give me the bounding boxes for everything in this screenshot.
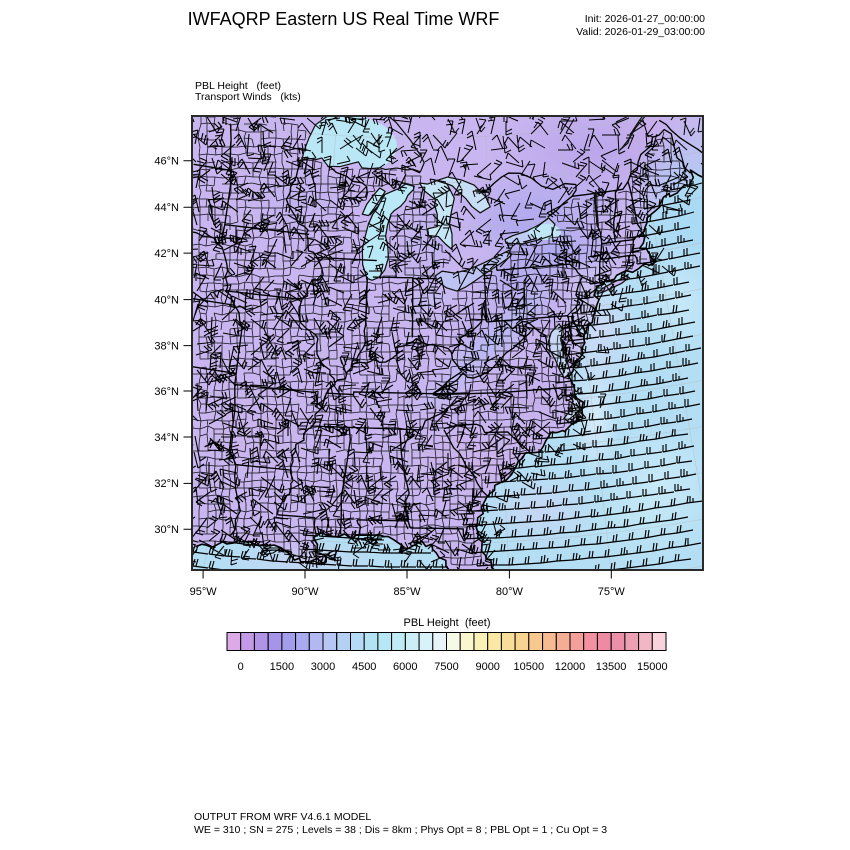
svg-text:0: 0 xyxy=(238,661,244,673)
svg-text:34°N: 34°N xyxy=(154,432,179,444)
svg-text:38°N: 38°N xyxy=(154,340,179,352)
svg-text:95°W: 95°W xyxy=(190,586,218,598)
svg-text:90°W: 90°W xyxy=(291,586,319,598)
svg-text:3000: 3000 xyxy=(311,661,335,673)
svg-text:85°W: 85°W xyxy=(393,586,421,598)
svg-text:30°N: 30°N xyxy=(154,524,179,536)
svg-text:12000: 12000 xyxy=(555,661,586,673)
svg-text:13500: 13500 xyxy=(596,661,627,673)
svg-text:9000: 9000 xyxy=(475,661,499,673)
svg-text:1500: 1500 xyxy=(270,661,294,673)
svg-text:75°W: 75°W xyxy=(598,586,626,598)
svg-text:6000: 6000 xyxy=(393,661,417,673)
svg-text:7500: 7500 xyxy=(434,661,458,673)
svg-text:36°N: 36°N xyxy=(154,386,179,398)
svg-text:44°N: 44°N xyxy=(154,202,179,214)
svg-text:40°N: 40°N xyxy=(154,294,179,306)
svg-text:46°N: 46°N xyxy=(154,156,179,168)
svg-text:15000: 15000 xyxy=(637,661,668,673)
svg-text:PBL Height (feet): PBL Height (feet) xyxy=(403,617,490,629)
svg-text:42°N: 42°N xyxy=(154,248,179,260)
svg-text:4500: 4500 xyxy=(352,661,376,673)
svg-text:80°W: 80°W xyxy=(496,586,524,598)
svg-text:10500: 10500 xyxy=(514,661,545,673)
svg-text:32°N: 32°N xyxy=(154,478,179,490)
